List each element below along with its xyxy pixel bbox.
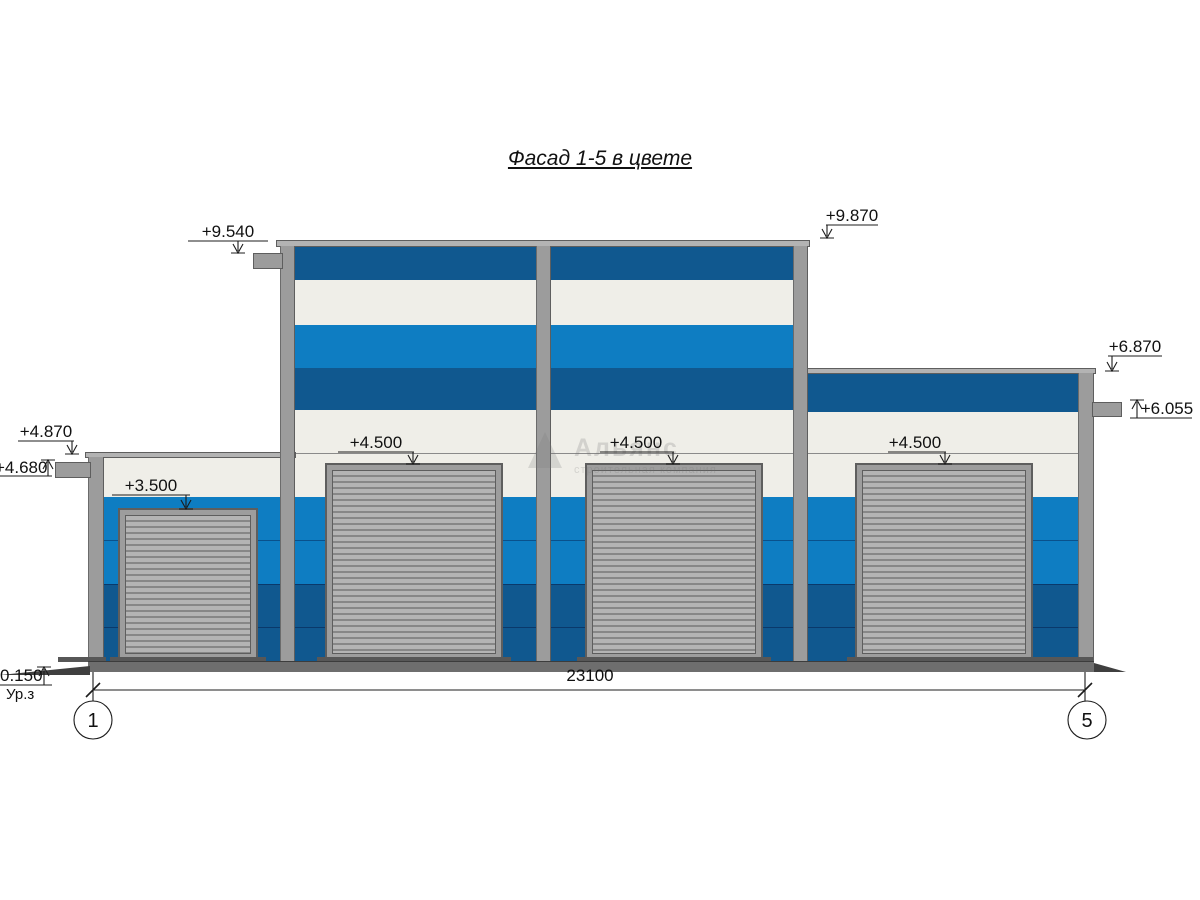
elevation-mark-9540: +9.540: [201, 222, 255, 241]
threshold-pad: [1041, 657, 1093, 662]
threshold-pad: [58, 657, 106, 662]
drain-stub-top-left: [253, 253, 283, 269]
axis-markers: 1 5: [73, 700, 1107, 740]
panel-stripe-white: [104, 457, 280, 497]
plinth: [88, 661, 1094, 672]
elevation-mark-9870: +9.870: [825, 206, 879, 225]
threshold-pad: [847, 657, 1041, 662]
tall-block-center-column: [536, 246, 551, 663]
ground-line-right: [1094, 663, 1126, 672]
threshold-pad: [317, 657, 511, 662]
threshold-pad: [110, 657, 266, 662]
right-corner-column: [1078, 373, 1094, 663]
elevation-mark-6055: +6.055: [1140, 399, 1194, 418]
roller-shutter-slats: [592, 470, 756, 654]
elevation-mark-4680: +4.680: [0, 458, 48, 477]
elevation-mark-4500-door4: +4.500: [888, 433, 942, 452]
elevation-mark-4870: +4.870: [19, 422, 73, 441]
elevation-mark-4500-door2: +4.500: [349, 433, 403, 452]
ground-line-left: [0, 666, 90, 675]
elevation-mark-4500-door3: +4.500: [609, 433, 663, 452]
tall-block-left-column: [280, 246, 295, 663]
ground-elevation-mark: 0.150: [0, 666, 43, 685]
tall-block-right-column: [793, 246, 808, 663]
left-corner-column: [88, 457, 104, 663]
roller-shutter-slats: [862, 470, 1026, 654]
level-line: [293, 453, 1078, 454]
watermark-logo-icon: [528, 432, 562, 468]
drain-stub-left: [55, 462, 91, 478]
dimension-line: [85, 672, 1093, 701]
left-block-parapet-cap: [85, 452, 296, 458]
garage-door-3: [585, 463, 763, 661]
roller-shutter-slats: [125, 515, 251, 654]
watermark: Альянс строительная компания: [528, 430, 768, 490]
watermark-subtitle: строительная компания: [574, 464, 717, 476]
garage-door-1: [118, 508, 258, 661]
axis-circle-5: [1067, 700, 1107, 740]
axis-circle-1: [73, 700, 113, 740]
threshold-pad: [577, 657, 771, 662]
drawing-title: Фасад 1-5 в цвете: [507, 147, 693, 170]
axis-label-1: 1: [87, 710, 98, 732]
garage-door-4: [855, 463, 1033, 661]
roller-shutter-slats: [332, 470, 496, 654]
elevation-leaders: [0, 224, 1192, 686]
elevation-mark-3500: +3.500: [124, 476, 178, 495]
axis-label-5: 5: [1081, 710, 1092, 732]
panel-stripe-dark: [806, 373, 1078, 412]
ground-level-label: Ур.з: [6, 686, 35, 703]
watermark-name: Альянс: [574, 434, 679, 462]
elevation-mark-6870: +6.870: [1108, 337, 1162, 356]
drain-stub-right: [1092, 402, 1122, 417]
dimension-label: 23100: [566, 666, 614, 685]
